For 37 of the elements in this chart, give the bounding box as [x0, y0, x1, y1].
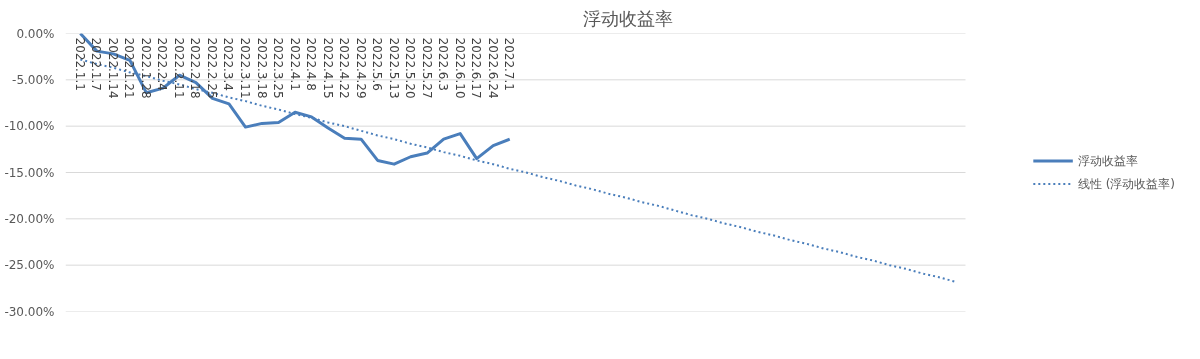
- y-tick-label: -10.00%: [4, 119, 55, 134]
- x-tick-label: 2022.3.4: [221, 37, 236, 91]
- x-tick-label: 2022.1.14: [105, 37, 120, 99]
- x-tick-label: 2022.2.11: [171, 37, 186, 99]
- x-tick-label: 2022.3.25: [271, 37, 286, 99]
- y-tick-label: -15.00%: [4, 165, 55, 180]
- x-tick-label: 2022.5.13: [386, 37, 401, 99]
- x-tick-label: 2022.4.29: [353, 37, 368, 99]
- x-tick-label: 2022.3.11: [238, 37, 252, 99]
- x-tick-label: 2022.1.28: [138, 37, 153, 99]
- x-tick-label: 2022.1.7: [89, 37, 104, 91]
- x-tick-label: 2022.4.22: [337, 37, 352, 99]
- x-tick-label: 2022.2.18: [188, 37, 203, 99]
- x-tick-label: 2022.2.25: [204, 37, 219, 99]
- x-tick-label: 2022.6.24: [485, 37, 500, 99]
- x-tick-label: 2022.7.1: [502, 37, 517, 91]
- x-tick-label: 2022.5.20: [403, 37, 418, 99]
- x-tick-label: 2022.1.1: [72, 37, 87, 91]
- x-tick-label: 2022.5.6: [370, 37, 385, 91]
- x-tick-label: 2022.6.3: [436, 37, 451, 91]
- chart-title: 浮动收益率: [583, 7, 673, 29]
- x-tick-label: 2022.2.4: [155, 37, 170, 91]
- legend-label: 线性 (浮动收益率): [1077, 175, 1175, 192]
- x-tick-label: 2022.6.17: [469, 37, 484, 99]
- y-tick-label: -5.00%: [12, 72, 55, 87]
- y-tick-label: 0.00%: [16, 26, 55, 41]
- x-tick-label: 2022.3.18: [254, 37, 269, 99]
- x-tick-label: 2022.6.10: [452, 37, 467, 99]
- legend-label: 浮动收益率: [1077, 152, 1138, 169]
- x-tick-label: 2022.4.15: [320, 37, 335, 99]
- x-tick-label: 2022.4.8: [304, 37, 319, 91]
- x-tick-label: 2022.4.1: [287, 37, 302, 91]
- x-tick-label: 2022.5.27: [419, 37, 434, 99]
- y-tick-label: -20.00%: [4, 211, 55, 226]
- y-tick-label: -25.00%: [4, 258, 55, 273]
- y-tick-label: -30.00%: [4, 304, 55, 319]
- x-tick-label: 2022.1.21: [122, 37, 137, 99]
